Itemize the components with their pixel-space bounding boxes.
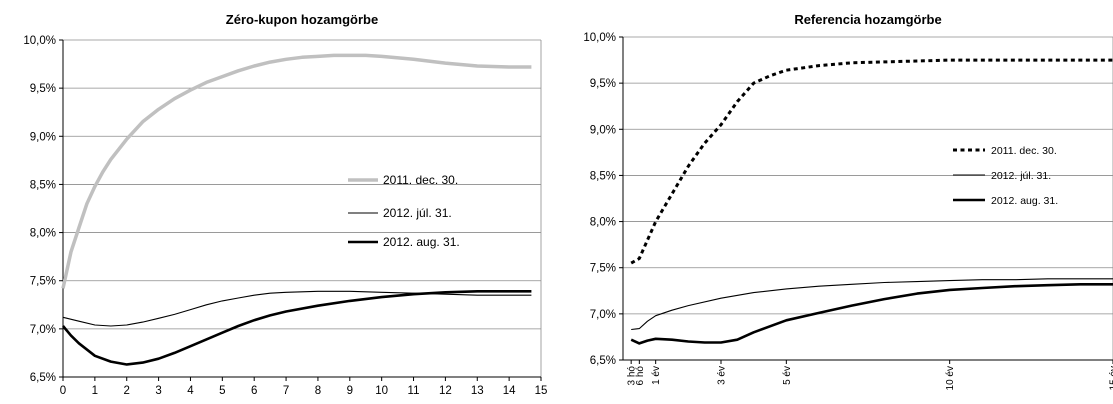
series-line-1 — [63, 55, 531, 288]
legend: 2011. dec. 30. 2012. júl. 31. 2012. aug. 3… — [953, 145, 1058, 207]
x-tick-label: 0 — [60, 385, 66, 397]
reference-chart: Referencia hozamgörbe 6,5% 7,0% 7,5% 8,0% 8,5… — [583, 12, 1113, 390]
legend-label: 2011. dec. 30. — [383, 173, 458, 187]
x-tick-label: 5 — [219, 385, 225, 397]
legend-label: 2012. júl. 31. — [991, 170, 1051, 182]
legend-label: 2011. dec. 30. — [991, 145, 1057, 157]
x-tick-label: 3 — [155, 385, 161, 397]
y-tick-label: 7,5% — [30, 276, 56, 288]
y-tick-label: 9,0% — [590, 124, 616, 136]
x-tick-label: 9 — [347, 385, 353, 397]
y-tick-label: 7,0% — [30, 324, 56, 336]
x-tick-label: 15 év — [1109, 366, 1113, 390]
y-tick-label: 10,0% — [583, 32, 616, 44]
x-tick-label: 4 — [187, 385, 194, 397]
legend-label: 2012. aug. 31. — [991, 195, 1058, 207]
x-tick-label: 3 év — [717, 366, 728, 385]
series-line-3 — [63, 291, 531, 364]
y-tick-label: 10,0% — [23, 35, 56, 47]
chart-title: Zéro-kupon hozamgörbe — [226, 12, 378, 27]
y-tick-label: 9,0% — [30, 131, 56, 143]
chart-title: Referencia hozamgörbe — [794, 12, 941, 27]
x-tick-label: 6 — [251, 385, 257, 397]
x-tick-label: 1 — [92, 385, 98, 397]
x-tick-label: 6 hó — [635, 366, 646, 386]
x-tick-label: 15 — [535, 385, 548, 397]
y-tick-label: 9,5% — [590, 78, 616, 90]
x-tick-label: 1 év — [651, 366, 662, 385]
y-tick-label: 7,5% — [590, 263, 616, 275]
x-tick-label: 5 év — [782, 366, 793, 385]
x-tick-label: 13 — [471, 385, 484, 397]
x-tick-label: 2 — [124, 385, 130, 397]
legend-label: 2012. aug. 31. — [383, 235, 460, 249]
y-tick-label: 8,5% — [590, 170, 616, 182]
x-tick-label: 11 — [408, 385, 420, 397]
y-tick-label: 9,5% — [30, 83, 56, 95]
series-line-1 — [631, 60, 1113, 263]
legend-label: 2012. júl. 31. — [383, 206, 452, 220]
x-tick-label: 8 — [315, 385, 321, 397]
zero-coupon-chart: Zéro-kupon hozamgörbe 6,5% 7,0% 7,5% 8,0% 8,5… — [23, 12, 547, 397]
y-tick-label: 6,5% — [590, 355, 616, 367]
x-tick-label: 12 — [439, 385, 452, 397]
x-tick-label: 14 — [503, 385, 516, 397]
y-tick-label: 6,5% — [30, 372, 56, 384]
y-tick-label: 7,0% — [590, 309, 616, 321]
x-tick-label: 10 — [375, 385, 388, 397]
y-tick-label: 8,5% — [30, 179, 56, 191]
x-tick-label: 7 — [283, 385, 289, 397]
y-tick-label: 8,0% — [590, 217, 616, 229]
y-tick-label: 8,0% — [30, 228, 56, 240]
x-tick-label: 10 év — [945, 366, 956, 390]
